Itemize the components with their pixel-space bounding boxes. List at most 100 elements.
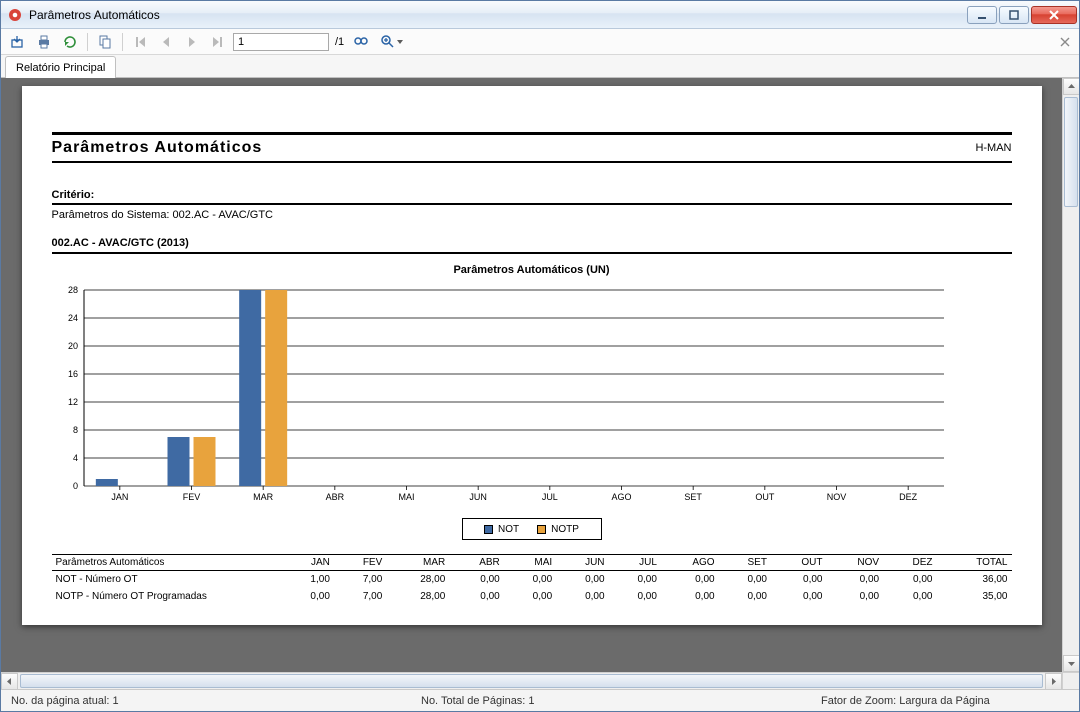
table-header-cell: NOV — [826, 555, 883, 571]
table-row: NOT - Número OT1,007,0028,000,000,000,00… — [52, 571, 1012, 589]
prev-page-button[interactable] — [155, 31, 177, 53]
table-header-cell: DEZ — [883, 555, 936, 571]
svg-text:DEZ: DEZ — [899, 492, 918, 502]
next-page-button[interactable] — [181, 31, 203, 53]
export-button[interactable] — [7, 31, 29, 53]
chart-title: Parâmetros Automáticos (UN) — [52, 264, 1012, 276]
table-cell: 0,00 — [661, 571, 719, 589]
table-cell: 7,00 — [334, 571, 386, 589]
scroll-down-button[interactable] — [1063, 655, 1079, 672]
report-viewport[interactable]: Parâmetros Automáticos H-MAN Critério: P… — [1, 78, 1062, 672]
table-header-cell: OUT — [771, 555, 827, 571]
scroll-up-button[interactable] — [1063, 78, 1079, 95]
scroll-thumb[interactable] — [1064, 97, 1078, 207]
svg-text:JUN: JUN — [469, 492, 487, 502]
table-cell: NOT - Número OT — [52, 571, 282, 589]
table-cell: 0,00 — [449, 588, 503, 605]
horizontal-scrollbar[interactable] — [1, 672, 1062, 689]
table-cell: 1,00 — [282, 571, 334, 589]
table-header-cell: TOTAL — [936, 555, 1011, 571]
svg-text:4: 4 — [72, 453, 77, 463]
last-page-button[interactable] — [207, 31, 229, 53]
scroll-right-button[interactable] — [1045, 673, 1062, 689]
table-header-cell: JUN — [556, 555, 608, 571]
group-title: 002.AC - AVAC/GTC (2013) — [52, 237, 1012, 249]
minimize-button[interactable] — [967, 6, 997, 24]
table-cell: 0,00 — [449, 571, 503, 589]
table-cell: 0,00 — [556, 588, 608, 605]
svg-text:JUL: JUL — [541, 492, 557, 502]
scroll-thumb[interactable] — [20, 674, 1043, 688]
legend-swatch — [484, 525, 493, 534]
table-cell: 0,00 — [771, 588, 827, 605]
table-cell: 0,00 — [504, 571, 556, 589]
group-rule — [52, 252, 1012, 254]
table-cell: 0,00 — [719, 571, 771, 589]
svg-text:28: 28 — [67, 285, 77, 295]
toolbar-separator — [87, 33, 88, 51]
table-cell: 0,00 — [556, 571, 608, 589]
svg-text:JAN: JAN — [111, 492, 128, 502]
print-button[interactable] — [33, 31, 55, 53]
page-number-input[interactable] — [233, 33, 329, 51]
svg-text:0: 0 — [72, 481, 77, 491]
first-page-button[interactable] — [129, 31, 151, 53]
copy-button[interactable] — [94, 31, 116, 53]
table-header-row: Parâmetros AutomáticosJANFEVMARABRMAIJUN… — [52, 555, 1012, 571]
page-total-label: /1 — [333, 36, 346, 48]
svg-text:16: 16 — [67, 369, 77, 379]
criteria-rule — [52, 203, 1012, 205]
statusbar: No. da página atual: 1 No. Total de Pági… — [1, 689, 1079, 711]
titlebar-left: Parâmetros Automáticos — [7, 7, 160, 23]
report-code: H-MAN — [975, 142, 1011, 154]
scroll-track[interactable] — [1063, 95, 1079, 655]
panel-close-icon[interactable] — [1057, 34, 1073, 50]
table-header-cell: MAR — [386, 555, 449, 571]
close-button[interactable] — [1031, 6, 1077, 24]
tab-label: Relatório Principal — [16, 62, 105, 74]
refresh-button[interactable] — [59, 31, 81, 53]
svg-text:MAR: MAR — [253, 492, 274, 502]
report-header: Parâmetros Automáticos H-MAN — [52, 132, 1012, 163]
scroll-left-button[interactable] — [1, 673, 18, 689]
table-cell: NOTP - Número OT Programadas — [52, 588, 282, 605]
toolbar-separator — [122, 33, 123, 51]
svg-text:ABR: ABR — [325, 492, 344, 502]
tab-main-report[interactable]: Relatório Principal — [5, 56, 116, 78]
maximize-button[interactable] — [999, 6, 1029, 24]
table-cell: 0,00 — [504, 588, 556, 605]
zoom-button[interactable] — [376, 31, 408, 53]
table-cell: 36,00 — [936, 571, 1011, 589]
status-zoom: Fator de Zoom: Largura da Página — [811, 690, 1079, 711]
table-cell: 0,00 — [826, 571, 883, 589]
bar-chart-svg: 0481216202428JANFEVMARABRMAIJUNJULAGOSET… — [52, 284, 972, 508]
svg-text:8: 8 — [72, 425, 77, 435]
scroll-track[interactable] — [18, 673, 1045, 689]
table-header-cell: JUL — [609, 555, 661, 571]
legend-label: NOT — [498, 524, 519, 535]
data-table: Parâmetros AutomáticosJANFEVMARABRMAIJUN… — [52, 554, 1012, 605]
table-cell: 0,00 — [883, 571, 936, 589]
chart: 0481216202428JANFEVMARABRMAIJUNJULAGOSET… — [52, 284, 1012, 508]
table-cell: 0,00 — [771, 571, 827, 589]
table-cell: 28,00 — [386, 571, 449, 589]
table-cell: 0,00 — [883, 588, 936, 605]
table-header-cell: JAN — [282, 555, 334, 571]
scrollbar-corner — [1062, 672, 1079, 689]
table-cell: 0,00 — [826, 588, 883, 605]
legend-label: NOTP — [551, 524, 579, 535]
window-controls — [967, 6, 1077, 24]
table-header-cell: AGO — [661, 555, 719, 571]
svg-text:AGO: AGO — [611, 492, 631, 502]
vertical-scrollbar[interactable] — [1062, 78, 1079, 672]
table-header-cell: SET — [719, 555, 771, 571]
table-row: NOTP - Número OT Programadas0,007,0028,0… — [52, 588, 1012, 605]
table-header-cell: MAI — [504, 555, 556, 571]
svg-text:OUT: OUT — [755, 492, 775, 502]
find-button[interactable] — [350, 31, 372, 53]
table-header-cell: FEV — [334, 555, 386, 571]
app-icon — [7, 7, 23, 23]
tabstrip: Relatório Principal — [1, 55, 1079, 78]
report-title: Parâmetros Automáticos — [52, 139, 263, 157]
criteria-text: Parâmetros do Sistema: 002.AC - AVAC/GTC — [52, 209, 1012, 221]
